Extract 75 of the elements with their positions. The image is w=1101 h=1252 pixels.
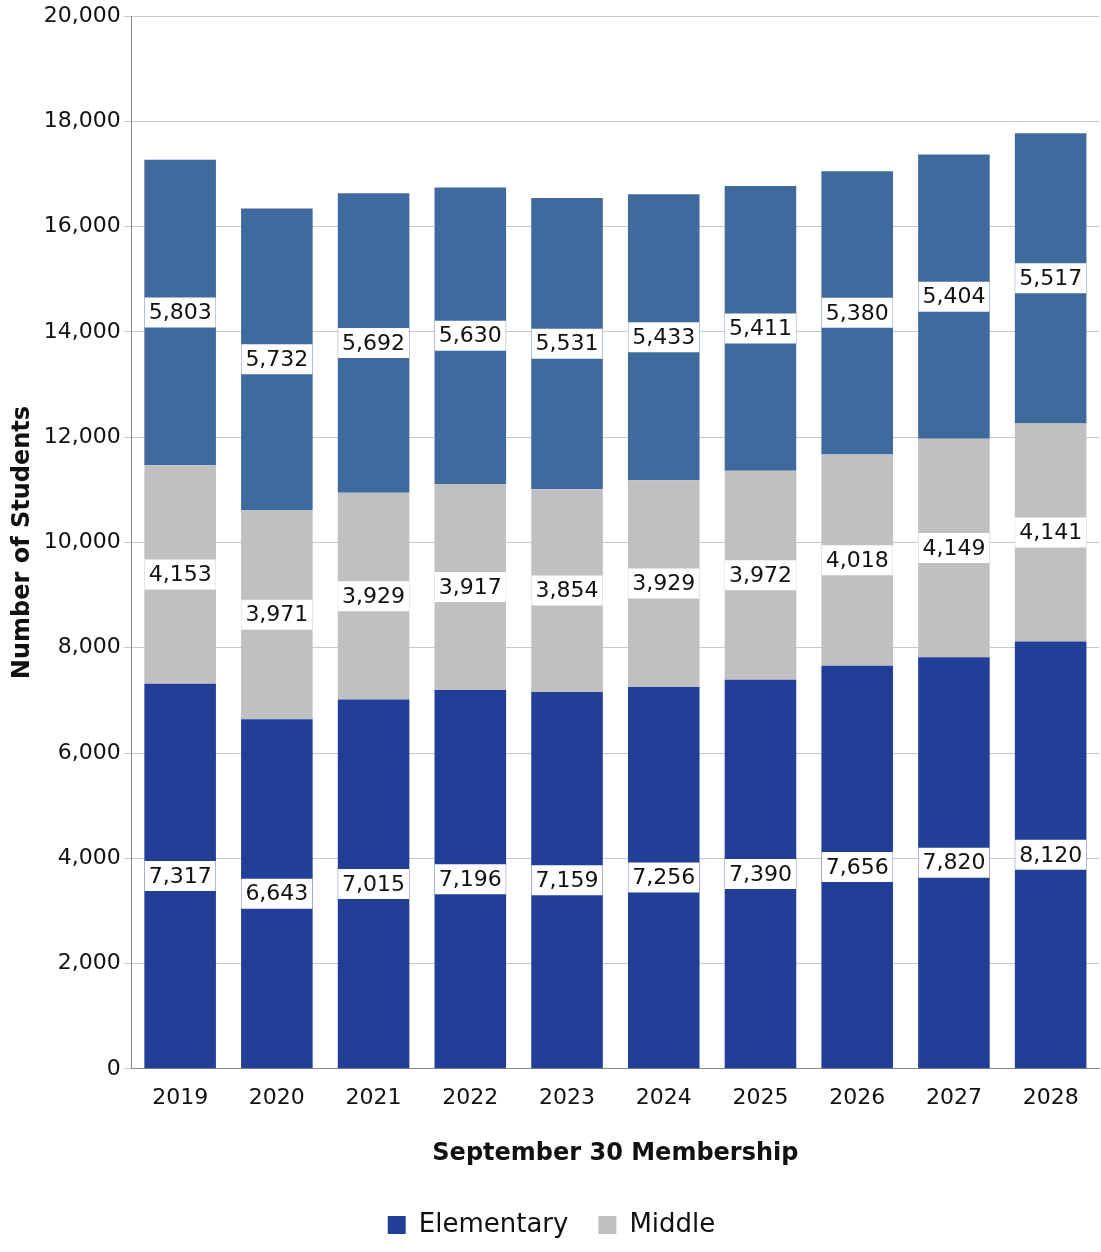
bar: [241, 719, 313, 1069]
data-label: 3,929: [632, 570, 696, 596]
data-label: 7,820: [922, 849, 986, 875]
data-label: 5,803: [148, 299, 212, 325]
data-label: 5,732: [245, 346, 309, 372]
data-label: 7,015: [342, 870, 406, 896]
bar: [724, 186, 797, 471]
y-tick-label: 18,000: [43, 107, 121, 133]
data-label: 5,692: [342, 329, 406, 355]
y-tick-label: 6,000: [57, 738, 121, 764]
bar: [821, 665, 893, 1069]
data-label: 6,643: [245, 880, 309, 906]
bar: [724, 679, 797, 1069]
bar: [241, 208, 313, 511]
data-label: 5,380: [825, 299, 889, 325]
data-label: 7,159: [535, 866, 599, 892]
x-tick-label: 2026: [829, 1083, 886, 1109]
bar: [918, 154, 990, 439]
data-label: 4,141: [1019, 519, 1083, 545]
data-label: 7,256: [632, 864, 696, 890]
data-label: 5,517: [1019, 265, 1083, 291]
bar: [918, 657, 990, 1069]
x-tick-label: 2028: [1022, 1083, 1079, 1109]
data-label: 7,196: [438, 865, 502, 891]
data-label: 4,018: [825, 546, 889, 572]
legend-label: Middle: [629, 1207, 716, 1238]
data-label: 4,149: [922, 534, 986, 560]
bar: [627, 194, 700, 481]
bar: [434, 187, 507, 484]
data-label: 3,971: [245, 601, 309, 627]
data-label: 8,120: [1019, 841, 1083, 867]
bar: [434, 690, 507, 1069]
data-label: 4,153: [148, 561, 212, 587]
bar: [821, 171, 893, 455]
data-label: 5,531: [535, 330, 599, 356]
y-tick-label: 10,000: [43, 528, 121, 554]
y-tick-label: 14,000: [43, 317, 121, 343]
bar: [144, 683, 216, 1069]
bar: [337, 699, 410, 1069]
x-tick-label: 2024: [635, 1083, 692, 1109]
y-tick-label: 12,000: [43, 422, 121, 448]
data-label: 3,929: [342, 582, 406, 608]
bar: [531, 198, 603, 490]
data-label: 5,630: [438, 322, 502, 348]
bar: [337, 193, 410, 493]
y-axis-title: Number of Students: [6, 405, 35, 680]
bar: [144, 159, 216, 466]
y-tick-label: 8,000: [57, 633, 121, 659]
data-label: 3,917: [438, 573, 502, 599]
x-tick-label: 2025: [732, 1083, 789, 1109]
bar: [1014, 641, 1087, 1069]
data-label: 7,317: [148, 862, 212, 888]
x-tick-label: 2020: [248, 1083, 305, 1109]
data-label: 7,390: [728, 860, 792, 886]
x-tick-label: 2019: [152, 1083, 209, 1109]
data-label: 3,854: [535, 577, 599, 603]
x-tick-label: 2021: [345, 1083, 402, 1109]
data-label: 7,656: [825, 853, 889, 879]
y-tick-label: 16,000: [43, 212, 121, 238]
x-axis-title: September 30 Membership: [432, 1137, 799, 1166]
bar: [1014, 133, 1087, 424]
y-tick-label: 20,000: [43, 1, 121, 27]
data-label: 5,404: [922, 283, 986, 309]
x-tick-label: 2023: [539, 1083, 596, 1109]
legend-label: Elementary: [418, 1207, 569, 1238]
data-label: 5,433: [632, 323, 696, 349]
y-tick-label: 0: [106, 1054, 121, 1080]
x-tick-label: 2027: [925, 1083, 982, 1109]
bar: [627, 686, 700, 1069]
y-tick-label: 2,000: [57, 949, 121, 975]
x-tick-label: 2022: [442, 1083, 499, 1109]
y-tick-label: 4,000: [57, 844, 121, 869]
data-label: 3,972: [728, 562, 792, 588]
bar: [531, 692, 603, 1069]
data-label: 5,411: [728, 315, 792, 341]
